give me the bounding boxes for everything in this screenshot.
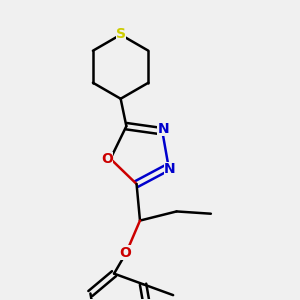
Text: S: S [116, 27, 126, 40]
Text: N: N [158, 122, 169, 136]
Text: O: O [119, 246, 131, 260]
Text: O: O [101, 152, 113, 166]
Text: N: N [164, 162, 176, 176]
